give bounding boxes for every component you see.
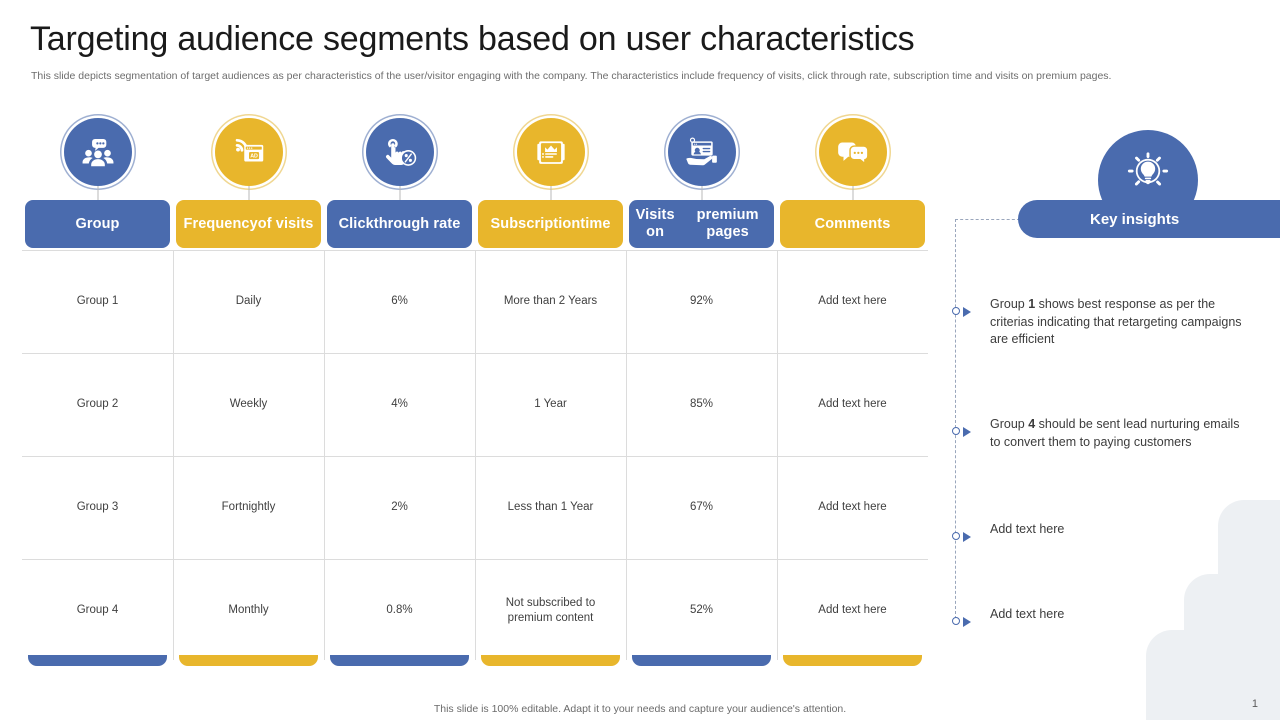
table-column: Subscription time — [475, 200, 626, 668]
table-row: Group 4 Monthly 0.8% Not subscribed to premi… — [22, 559, 928, 662]
table-cell[interactable]: 1 Year — [534, 398, 567, 410]
column-header[interactable]: Subscription time — [478, 200, 623, 248]
column-divider — [626, 250, 627, 660]
column-divider — [777, 250, 778, 660]
audience-group-icon — [63, 118, 132, 186]
column-divider — [324, 250, 325, 660]
table-column: Group — [22, 200, 173, 668]
table-cell[interactable]: 92% — [689, 295, 714, 307]
column-footer-bar — [179, 655, 318, 666]
table-cell[interactable]: 85% — [689, 398, 714, 410]
click-percent-icon — [365, 118, 434, 186]
decorative-step-bottom — [1146, 630, 1280, 720]
column-footer-bar — [28, 655, 167, 666]
segments-table: Group Frequency of visits Click through rate… — [22, 200, 928, 668]
table-cell[interactable]: More than 2 Years — [503, 295, 598, 307]
column-icon-cell — [475, 118, 626, 206]
key-insights-title: Key insights — [1090, 210, 1180, 228]
hand-webpage-icon — [667, 118, 736, 186]
ad-broadcast-icon: AD — [214, 118, 283, 186]
table-cell[interactable]: Add text here — [818, 398, 887, 410]
bullet-arrow-icon — [952, 305, 974, 317]
column-header[interactable]: Group — [25, 200, 170, 248]
column-divider — [173, 250, 174, 660]
table-cell[interactable]: 0.8% — [386, 604, 413, 616]
key-insight-text: Group 4 should be sent lead nurturing em… — [990, 417, 1240, 449]
column-footer-bar — [330, 655, 469, 666]
table-cell[interactable]: Weekly — [229, 398, 268, 410]
column-footer-bar — [481, 655, 620, 666]
table-cell[interactable]: Add text here — [818, 501, 887, 513]
table-cell[interactable]: Add text here — [818, 295, 887, 307]
table-cell[interactable]: 6% — [391, 295, 408, 307]
page-subtitle: This slide depicts segmentation of targe… — [31, 70, 1112, 82]
table-row: Group 2 Weekly 4% 1 Year 85% Add text here — [22, 353, 928, 456]
column-header[interactable]: Frequency of visits — [176, 200, 321, 248]
table-cell[interactable]: Not subscribed to premium content — [505, 596, 596, 624]
column-icon-cell — [22, 118, 173, 206]
column-icon-cell — [626, 118, 777, 206]
key-insight-text: Add text here — [990, 607, 1065, 621]
column-header[interactable]: Visits on premium pages — [629, 200, 774, 248]
column-icon-cell — [777, 118, 928, 206]
table-row: Group 3 Fortnightly 2% Less than 1 Year 67% A… — [22, 456, 928, 559]
bullet-arrow-icon — [952, 425, 974, 437]
table-column: Visits on premium pages — [626, 200, 777, 668]
key-insights-connector-line — [955, 219, 956, 619]
table-cell[interactable]: Less than 1 Year — [507, 501, 594, 513]
column-footer-bar — [783, 655, 922, 666]
column-icon-cell — [324, 118, 475, 206]
column-icon-cell: AD — [173, 118, 324, 206]
column-footer-bar — [632, 655, 771, 666]
table-cell[interactable]: 4% — [391, 398, 408, 410]
bullet-arrow-icon — [952, 530, 974, 542]
column-icon-row: AD — [22, 118, 928, 206]
table-cell[interactable]: 67% — [689, 501, 714, 513]
footer-note: This slide is 100% editable. Adapt it to… — [433, 703, 847, 715]
table-cell[interactable]: Fortnightly — [221, 501, 276, 513]
table-cell[interactable]: Group 3 — [76, 501, 119, 513]
table-grid: Group 1 Daily 6% More than 2 Years 92% Add te… — [22, 250, 928, 660]
icon-connector-stem — [399, 186, 400, 206]
column-header[interactable]: Comments — [780, 200, 925, 248]
table-cell[interactable]: Daily — [235, 295, 262, 307]
table-cell[interactable]: Add text here — [818, 604, 887, 616]
table-cell[interactable]: 2% — [391, 501, 408, 513]
table-row: Group 1 Daily 6% More than 2 Years 92% Add te… — [22, 250, 928, 353]
column-divider — [475, 250, 476, 660]
key-insight-text: Group 1 shows best response as per the c… — [990, 297, 1242, 346]
icon-connector-stem — [97, 186, 98, 206]
key-insights-connector-top — [955, 219, 1020, 220]
bullet-arrow-icon — [952, 615, 974, 627]
icon-connector-stem — [248, 186, 249, 206]
table-cell[interactable]: Group 2 — [76, 398, 119, 410]
column-header[interactable]: Click through rate — [327, 200, 472, 248]
icon-connector-stem — [701, 186, 702, 206]
table-column: Frequency of visits — [173, 200, 324, 668]
page-title: Targeting audience segments based on use… — [30, 20, 915, 58]
premium-subscription-icon — [516, 118, 585, 186]
icon-connector-stem — [852, 186, 853, 206]
table-column: Comments — [777, 200, 928, 668]
table-cell[interactable]: Group 4 — [76, 604, 119, 616]
table-cell[interactable]: Monthly — [228, 604, 269, 616]
table-column: Click through rate — [324, 200, 475, 668]
page-number: 1 — [1251, 698, 1258, 710]
table-cell[interactable]: 52% — [689, 604, 714, 616]
key-insights-title-bar: Key insights — [1018, 200, 1280, 238]
comment-bubbles-icon — [818, 118, 887, 186]
icon-connector-stem — [550, 186, 551, 206]
lightbulb-gear-icon — [1125, 148, 1171, 199]
table-cell[interactable]: Group 1 — [76, 295, 119, 307]
svg-text:AD: AD — [250, 154, 258, 160]
key-insight-text: Add text here — [990, 522, 1065, 536]
